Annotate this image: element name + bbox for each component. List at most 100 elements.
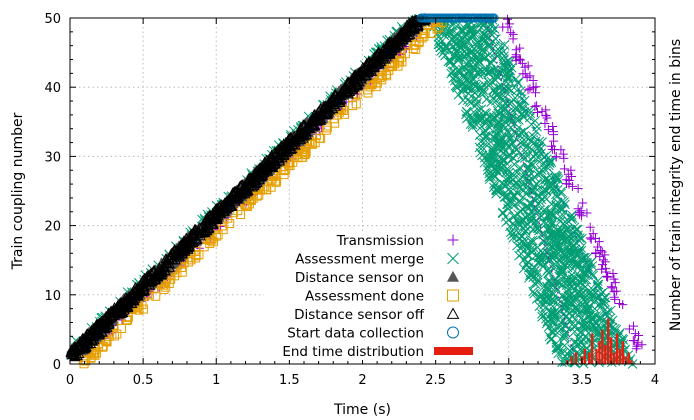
assessment-merge-point	[458, 95, 468, 106]
assessment-merge-point	[564, 239, 574, 250]
y-tick-label: 20	[44, 220, 61, 235]
assessment-merge-point	[503, 151, 513, 162]
assessment-merge-point	[546, 335, 556, 345]
legend-label: Assessment merge	[295, 252, 424, 268]
x-tick-label: 0	[66, 373, 74, 388]
assessment-merge-point	[506, 132, 517, 143]
transmission-point	[586, 234, 596, 244]
y-tick-label: 10	[44, 289, 61, 304]
x-tick-label: 0.5	[133, 373, 154, 388]
legend-label: Distance sensor off	[294, 307, 425, 323]
assessment-merge-point	[529, 288, 539, 299]
assessment-merge-point	[528, 286, 538, 297]
assessment-merge-point	[569, 322, 580, 333]
transmission-point	[530, 102, 540, 112]
transmission-point	[541, 111, 551, 121]
legend-entry: Assessment merge	[264, 249, 484, 268]
assessment-merge-point	[532, 242, 543, 253]
end-time-bar	[630, 360, 633, 364]
assessment-merge-point	[604, 314, 615, 324]
end-time-bar	[604, 344, 607, 364]
assessment-done-point	[363, 88, 373, 98]
assessment-merge-point	[497, 207, 508, 218]
x-tick-label: 4	[651, 373, 659, 388]
x-axis-label: Time (s)	[333, 402, 391, 418]
assessment-merge-point	[481, 94, 492, 105]
y-tick-label: 30	[44, 150, 61, 165]
legend-entry: Distance sensor on	[264, 268, 484, 286]
assessment-merge-point	[504, 167, 514, 178]
legend: Transmission Assessment merge Distance sen…	[264, 231, 484, 360]
x-tick-label: 2	[358, 373, 366, 388]
transmission-point	[573, 184, 583, 194]
assessment-merge-point	[453, 37, 464, 48]
transmission-point	[549, 136, 559, 146]
end-time-bar	[618, 348, 622, 364]
assessment-merge-point	[456, 79, 467, 90]
assessment-merge-point	[552, 237, 563, 248]
assessment-merge-point	[483, 77, 494, 87]
assessment-merge-point	[576, 243, 586, 253]
transmission-point	[559, 153, 569, 163]
assessment-merge-point	[556, 279, 567, 290]
assessment-merge-point	[480, 131, 491, 141]
x-tick-label: 3.5	[572, 373, 593, 388]
transmission-point	[631, 344, 641, 354]
assessment-merge-point	[591, 292, 601, 303]
transmission-point	[637, 340, 647, 350]
x-tick-label: 1	[212, 373, 220, 388]
assessment-merge-point	[546, 326, 557, 337]
y-tick-label: 40	[44, 81, 61, 96]
assessment-merge-point	[533, 152, 544, 163]
assessment-merge-point	[566, 248, 577, 259]
assessment-merge-point	[539, 192, 550, 202]
end-time-bar	[583, 348, 586, 364]
assessment-merge-point	[538, 175, 549, 186]
legend-entry: Distance sensor off	[264, 305, 484, 323]
assessment-merge-point	[587, 261, 598, 271]
assessment-merge-point	[522, 176, 532, 187]
legend-swatch	[434, 347, 473, 355]
assessment-merge-point	[489, 23, 500, 34]
end-time-bar	[574, 352, 578, 364]
end-time-bar	[590, 333, 594, 364]
legend-entry: Assessment done	[264, 286, 484, 305]
assessment-merge-point	[519, 126, 529, 137]
assessment-merge-point	[475, 113, 486, 123]
transmission-point	[508, 34, 518, 44]
assessment-merge-point	[607, 315, 618, 326]
transmission-point	[566, 165, 576, 175]
assessment-done-point	[116, 323, 126, 333]
y-tick-label: 50	[44, 12, 61, 27]
legend-label: Distance sensor on	[295, 270, 424, 286]
end-time-bar	[612, 352, 616, 364]
transmission-point	[537, 107, 547, 117]
assessment-merge-point	[512, 240, 522, 251]
assessment-done-point	[298, 152, 308, 162]
assessment-merge-point	[514, 250, 524, 261]
end-time-bar	[598, 341, 601, 364]
end-time-bar	[587, 352, 591, 364]
plot-area	[65, 12, 647, 369]
transmission-point	[503, 14, 513, 24]
assessment-merge-point	[546, 208, 557, 219]
transmission-point	[578, 198, 588, 208]
assessment-merge-point	[537, 309, 547, 319]
transmission-point	[520, 69, 530, 79]
y-tick-label: 0	[53, 358, 61, 373]
end-time-bar	[607, 318, 610, 364]
assessment-merge-point	[501, 98, 512, 109]
assessment-merge-point	[536, 229, 546, 240]
legend-label: Assessment done	[305, 289, 424, 305]
assessment-merge-point	[518, 185, 529, 196]
end-time-bar	[609, 337, 613, 364]
assessment-merge-point	[602, 307, 613, 317]
end-time-bar	[627, 352, 630, 364]
legend-entry: Transmission	[264, 231, 484, 249]
y-axis-label: Train coupling number	[10, 112, 26, 270]
assessment-merge-point	[519, 95, 530, 106]
assessment-merge-point	[514, 220, 525, 231]
legend-label: Transmission	[336, 233, 424, 249]
assessment-merge-point	[517, 89, 527, 100]
